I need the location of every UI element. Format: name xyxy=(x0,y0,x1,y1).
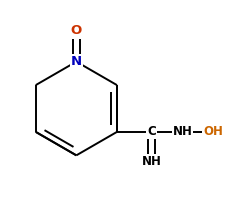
Text: N: N xyxy=(71,55,82,68)
Text: NH: NH xyxy=(142,155,162,168)
Text: OH: OH xyxy=(203,125,223,138)
Text: NH: NH xyxy=(173,125,192,138)
Text: C: C xyxy=(147,125,156,138)
Text: O: O xyxy=(71,24,82,37)
